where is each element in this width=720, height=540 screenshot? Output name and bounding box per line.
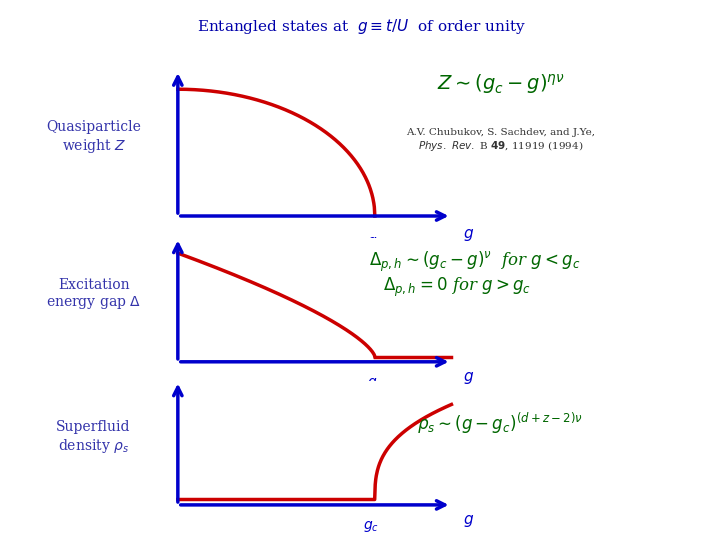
Text: $g$: $g$ (462, 513, 474, 529)
Text: $Z \sim (g_c - g)^{\eta\nu}$: $Z \sim (g_c - g)^{\eta\nu}$ (436, 72, 564, 96)
Text: $\rho_s \sim (g - g_c)^{(d+z-2)\nu}$: $\rho_s \sim (g - g_c)^{(d+z-2)\nu}$ (418, 411, 583, 436)
Text: $g$: $g$ (462, 227, 474, 243)
Text: A.V. Chubukov, S. Sachdev, and J.Ye,: A.V. Chubukov, S. Sachdev, and J.Ye, (406, 128, 595, 137)
Text: Entangled states at  $g \equiv t/U$  of order unity: Entangled states at $g \equiv t/U$ of or… (197, 17, 526, 36)
Text: $Phys.\ Rev.$ B $\mathbf{49}$, 11919 (1994): $Phys.\ Rev.$ B $\mathbf{49}$, 11919 (19… (418, 139, 583, 153)
Text: Quasiparticle
weight $Z$: Quasiparticle weight $Z$ (46, 120, 141, 155)
Text: $g_c$: $g_c$ (366, 376, 383, 391)
Text: $g$: $g$ (462, 370, 474, 386)
Text: $\Delta_{p,h} \sim (g_c - g)^{\nu}$  for $g < g_c$: $\Delta_{p,h} \sim (g_c - g)^{\nu}$ for … (369, 250, 581, 274)
Text: $\Delta_{p,h}=0$ for $g > g_c$: $\Delta_{p,h}=0$ for $g > g_c$ (383, 276, 531, 299)
Text: $g_c$: $g_c$ (366, 235, 383, 251)
Text: Superfluid
density $\rho_s$: Superfluid density $\rho_s$ (56, 420, 131, 455)
Text: $g_c$: $g_c$ (363, 519, 379, 534)
Text: Excitation
energy gap $\Delta$: Excitation energy gap $\Delta$ (46, 278, 141, 311)
